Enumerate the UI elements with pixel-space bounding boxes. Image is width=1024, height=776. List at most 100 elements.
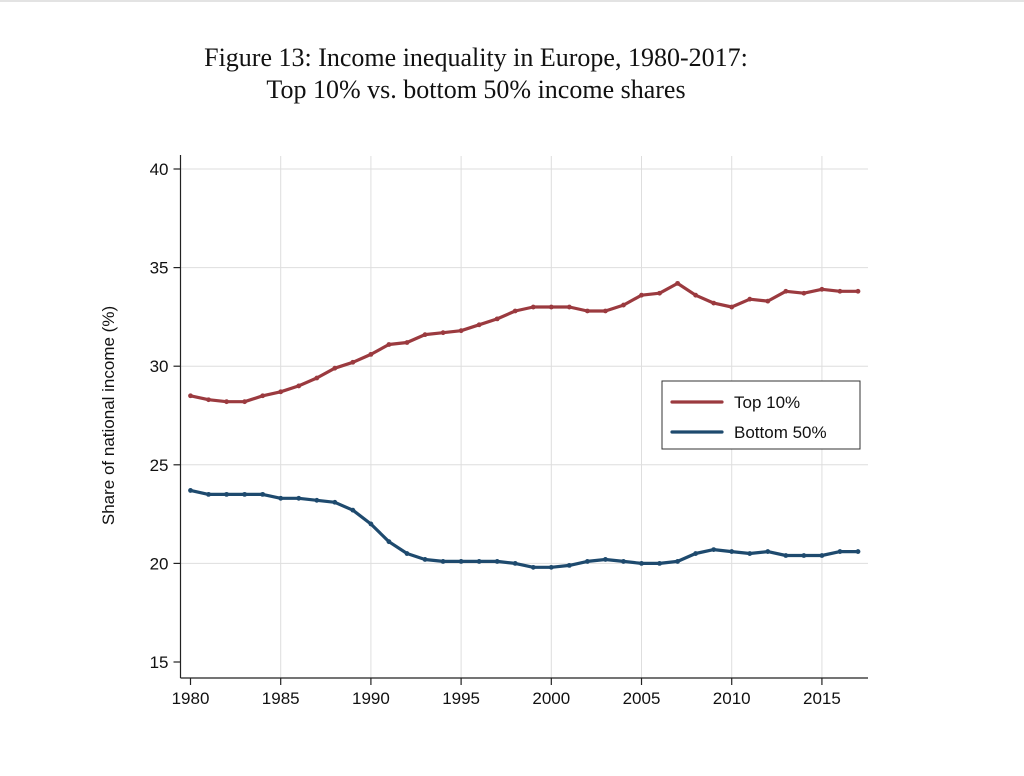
data-point (332, 365, 338, 371)
grid-lines (180, 156, 868, 678)
x-tick-label: 1995 (442, 689, 480, 708)
data-point (296, 495, 302, 501)
data-point (224, 399, 229, 405)
data-point (314, 497, 320, 503)
data-point (278, 389, 284, 395)
data-point (675, 280, 680, 286)
data-point (783, 288, 789, 294)
data-point (440, 559, 446, 564)
y-tick-label: 35 (150, 259, 169, 278)
data-point (584, 559, 590, 564)
data-point (224, 491, 229, 497)
data-point (278, 495, 284, 501)
x-tick-label: 2000 (532, 689, 570, 708)
series-line-top-10 (188, 281, 860, 404)
data-point (494, 559, 500, 564)
data-point (458, 559, 464, 564)
x-tick-label: 2010 (713, 689, 751, 708)
data-point (440, 330, 446, 336)
y-tick-label: 20 (150, 554, 169, 573)
data-point (837, 288, 843, 294)
data-point (512, 308, 518, 314)
data-point (621, 559, 626, 564)
data-point (693, 292, 699, 298)
series-lines (188, 280, 861, 570)
y-axis-title: Share of national income (%) (99, 306, 118, 525)
x-tick-label: 1990 (352, 689, 390, 708)
data-point (386, 342, 392, 347)
data-point (386, 539, 392, 545)
data-point (530, 564, 536, 570)
data-point (675, 559, 680, 564)
data-point (260, 491, 266, 497)
data-point (548, 564, 554, 570)
data-point (603, 308, 608, 314)
legend-box (661, 380, 861, 450)
data-point (657, 290, 662, 296)
x-tick-label: 1980 (172, 689, 210, 708)
data-point (566, 562, 572, 568)
data-point (819, 553, 825, 558)
data-point (657, 561, 662, 566)
data-point (855, 549, 861, 554)
data-point (819, 286, 825, 292)
data-point (296, 383, 302, 389)
data-point (603, 557, 608, 562)
data-point (350, 359, 356, 365)
y-tick-label: 40 (150, 160, 169, 179)
data-point (476, 322, 482, 328)
data-point (188, 393, 193, 399)
data-point (711, 300, 717, 306)
axes: 15 20 25 30 35 40 1980 1985 1990 1995 2000 2005 2010… (99, 155, 868, 708)
data-point (350, 507, 356, 513)
data-point (404, 340, 410, 345)
data-point (242, 491, 248, 497)
data-point (783, 553, 789, 558)
data-point (422, 557, 428, 562)
data-point (494, 316, 500, 322)
x-tick-label: 1985 (262, 689, 300, 708)
data-point (621, 302, 626, 308)
data-point (368, 351, 374, 357)
data-point (512, 561, 518, 566)
legend-label: Bottom 50% (734, 423, 827, 442)
y-tick-label: 30 (150, 357, 169, 376)
data-point (404, 551, 410, 556)
data-point (801, 553, 807, 558)
data-point (584, 308, 590, 314)
x-tick-label: 2015 (803, 689, 841, 708)
data-point (855, 288, 861, 294)
data-point (801, 290, 807, 296)
data-point (242, 399, 248, 405)
data-point (566, 304, 572, 310)
data-point (765, 549, 771, 554)
data-point (639, 561, 644, 566)
x-tick-label: 2005 (623, 689, 661, 708)
series-line-bottom-50 (188, 488, 860, 569)
data-point (206, 397, 211, 403)
data-point (729, 304, 735, 310)
data-point (206, 491, 211, 497)
data-point (693, 551, 699, 556)
y-tick-label: 15 (150, 653, 169, 672)
data-point (747, 296, 753, 302)
data-point (332, 499, 338, 505)
data-point (458, 328, 464, 334)
top-rule (0, 0, 1024, 2)
data-point (765, 298, 771, 304)
data-point (368, 521, 374, 527)
figure-title-line1: Figure 13: Income inequality in Europe, … (204, 43, 748, 72)
data-point (476, 559, 482, 564)
data-point (837, 549, 843, 554)
data-point (711, 547, 717, 552)
data-point (548, 304, 554, 310)
data-point (639, 292, 644, 298)
legend: Top 10% Bottom 50% (661, 380, 861, 450)
figure-title-line2: Top 10% vs. bottom 50% income shares (266, 75, 686, 104)
y-tick-label: 25 (150, 456, 169, 475)
data-point (729, 549, 735, 554)
legend-label: Top 10% (734, 393, 800, 412)
data-point (422, 332, 428, 338)
data-point (747, 551, 753, 556)
